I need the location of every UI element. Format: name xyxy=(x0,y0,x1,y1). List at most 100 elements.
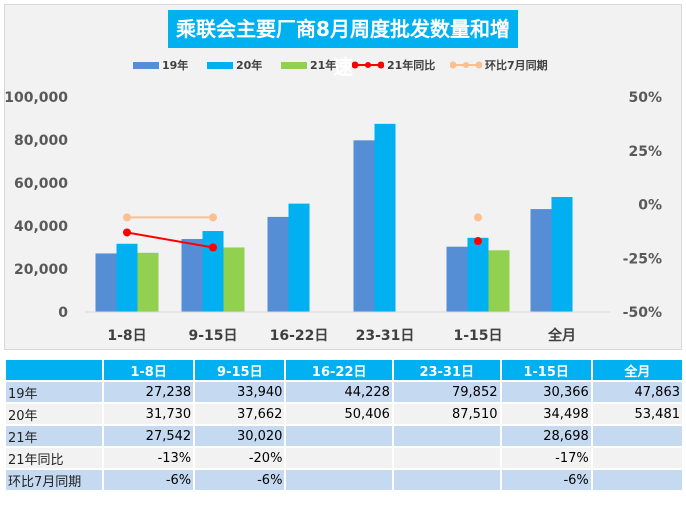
legend-item-yoy: 21年同比 xyxy=(352,56,435,74)
legend-swatch xyxy=(207,61,233,69)
point-21年同比-1-15日 xyxy=(474,237,482,246)
table-cell: -6% xyxy=(104,470,194,490)
table-cell: 28,698 xyxy=(501,426,591,446)
table-cell: 30,020 xyxy=(195,426,285,446)
point-21年同比-9-15日 xyxy=(209,243,217,252)
x-tick-label: 全月 xyxy=(547,327,576,344)
bar-19年-1-15日 xyxy=(446,246,468,312)
table-cell: 50,406 xyxy=(286,404,392,424)
table-row: 21年 27,542 30,020 28,698 xyxy=(6,426,682,446)
legend-line-red xyxy=(352,61,384,69)
table-cell xyxy=(592,470,682,490)
bar-21年-1-8日 xyxy=(137,252,159,312)
legend-label: 环比7月同期 xyxy=(485,59,548,72)
table-cell: 27,238 xyxy=(104,382,194,402)
table-cell: -6% xyxy=(501,470,591,490)
legend-label: 20年 xyxy=(236,59,263,72)
left-tick-label: 40,000 xyxy=(14,219,68,235)
row-label: 21年同比 xyxy=(6,448,102,468)
bar-21年-9-15日 xyxy=(223,247,245,312)
table-cell xyxy=(286,470,392,490)
left-tick-label: 80,000 xyxy=(14,133,68,149)
table-cell: 30,366 xyxy=(501,382,591,402)
legend-label: 21年 xyxy=(310,59,337,72)
right-tick-label: 50% xyxy=(628,90,662,106)
left-tick-label: 60,000 xyxy=(14,176,68,192)
plot: 0 20,000 40,000 60,000 80,000 100,000 -50% -25%… xyxy=(4,90,662,344)
table-cell: 44,228 xyxy=(286,382,392,402)
left-tick-label: 20,000 xyxy=(14,262,68,278)
bar-19年-全月 xyxy=(530,209,552,312)
bar-19年-1-8日 xyxy=(95,253,117,312)
legend-swatch xyxy=(133,61,159,69)
column-header: 1-15日 xyxy=(501,360,591,380)
bar-20年-16-22日 xyxy=(288,203,310,312)
table-cell: 33,940 xyxy=(195,382,285,402)
right-tick-label: -25% xyxy=(623,251,662,267)
table-cell: -6% xyxy=(195,470,285,490)
bar-19年-9-15日 xyxy=(181,239,203,312)
legend-item-mom: 环比7月同期 xyxy=(450,56,548,74)
table-cell xyxy=(286,426,392,446)
point-环比7月同期-9-15日 xyxy=(209,213,217,222)
row-label: 20年 xyxy=(6,404,102,424)
line-segment-21年同比 xyxy=(126,231,214,249)
table-cell xyxy=(393,426,500,446)
table-cell: 34,498 xyxy=(501,404,591,424)
table-cell: 87,510 xyxy=(393,404,500,424)
bar-21年-1-15日 xyxy=(488,250,510,312)
point-21年同比-1-8日 xyxy=(123,228,131,237)
table-cell: -13% xyxy=(104,448,194,468)
data-table: 1-8日 9-15日 16-22日 23-31日 1-15日 全月 19年 27,238 33… xyxy=(4,358,684,492)
table-row: 21年同比 -13% -20% -17% xyxy=(6,448,682,468)
point-环比7月同期-1-8日 xyxy=(123,213,131,222)
bar-19年-23-31日 xyxy=(353,140,375,312)
legend-item-21: 21年 xyxy=(281,56,336,74)
bar-20年-全月 xyxy=(551,197,573,312)
column-header: 16-22日 xyxy=(286,360,392,380)
x-tick-label: 1-15日 xyxy=(453,328,502,344)
row-label: 19年 xyxy=(6,382,102,402)
left-tick-label: 0 xyxy=(58,305,68,321)
legend-item-20: 20年 xyxy=(207,56,262,74)
table-cell: -17% xyxy=(501,448,591,468)
table-row: 20年 31,730 37,662 50,406 87,510 34,498 53,481 xyxy=(6,404,682,424)
legend-swatch xyxy=(281,61,307,69)
column-header xyxy=(6,360,102,380)
table-cell: 53,481 xyxy=(592,404,682,424)
row-label: 21年 xyxy=(6,426,102,446)
table-cell: 47,863 xyxy=(592,382,682,402)
bar-20年-1-15日 xyxy=(467,237,489,312)
table-cell xyxy=(393,448,500,468)
table-cell: 79,852 xyxy=(393,382,500,402)
legend-line-peach xyxy=(450,61,482,69)
chart-title: 乘联会主要厂商8月周度批发数量和增速 xyxy=(168,10,518,79)
row-label: 环比7月同期 xyxy=(6,470,102,490)
x-tick-label: 23-31日 xyxy=(356,328,415,344)
x-tick-label: 16-22日 xyxy=(270,328,329,344)
table-row: 19年 27,238 33,940 44,228 79,852 30,366 47,863 xyxy=(6,382,682,402)
right-tick-label: -50% xyxy=(623,305,662,321)
column-header: 9-15日 xyxy=(195,360,285,380)
left-tick-label: 100,000 xyxy=(4,90,68,106)
table-cell: 27,542 xyxy=(104,426,194,446)
table-header-row: 1-8日 9-15日 16-22日 23-31日 1-15日 全月 xyxy=(6,360,682,380)
table-row: 环比7月同期 -6% -6% -6% xyxy=(6,470,682,490)
table-cell: 37,662 xyxy=(195,404,285,424)
column-header: 1-8日 xyxy=(104,360,194,380)
table-cell xyxy=(592,448,682,468)
x-tick-label: 1-8日 xyxy=(107,328,146,344)
bar-19年-16-22日 xyxy=(267,216,289,312)
table-cell xyxy=(286,448,392,468)
legend: 19年 20年 21年 21年同比 环比7月同期 xyxy=(0,56,686,74)
bar-20年-9-15日 xyxy=(202,231,224,312)
legend-label: 19年 xyxy=(162,59,189,72)
bar-20年-23-31日 xyxy=(374,123,396,312)
column-header: 全月 xyxy=(592,360,682,380)
legend-item-19: 19年 xyxy=(133,56,188,74)
table-cell: -20% xyxy=(195,448,285,468)
bar-20年-1-8日 xyxy=(116,243,138,312)
x-tick-label: 9-15日 xyxy=(188,328,237,344)
column-header: 23-31日 xyxy=(393,360,500,380)
